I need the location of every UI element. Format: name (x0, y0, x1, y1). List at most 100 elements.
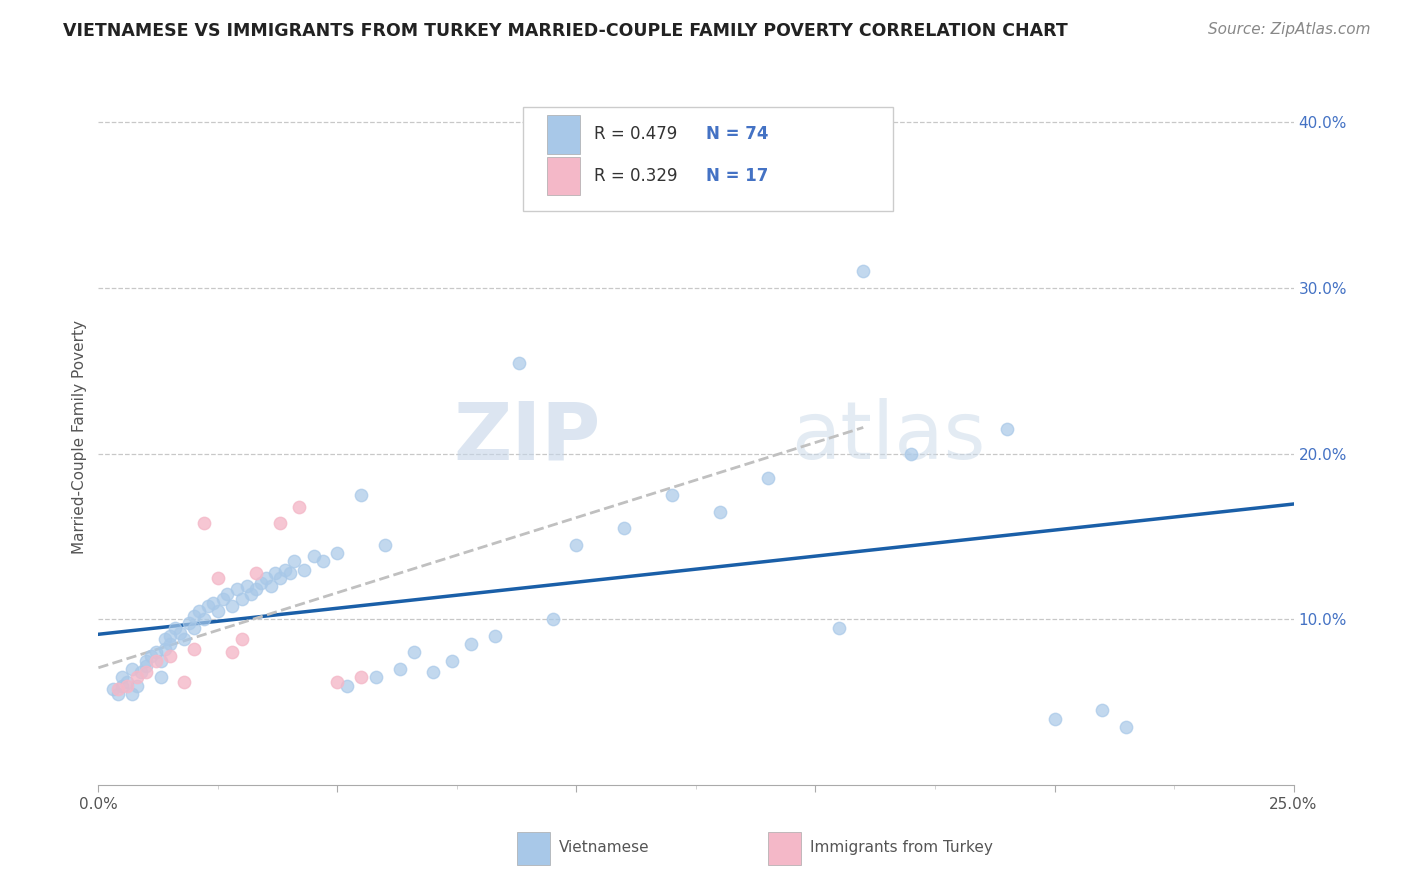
Point (125, 670, 148, 684)
Text: R = 0.479: R = 0.479 (595, 126, 678, 144)
Point (1115, 720, 1137, 734)
Point (155, 632, 177, 647)
Point (217, 587, 239, 601)
Point (460, 637, 482, 651)
Text: N = 17: N = 17 (706, 167, 768, 186)
Point (193, 612, 215, 626)
Point (484, 629, 506, 643)
Point (288, 500, 311, 514)
Text: Vietnamese: Vietnamese (558, 840, 650, 855)
Point (231, 592, 253, 607)
Point (326, 546, 349, 560)
Bar (547, 115, 581, 153)
Point (995, 422, 1018, 436)
Point (254, 571, 277, 585)
Point (852, 264, 875, 278)
Point (278, 566, 301, 580)
Point (274, 563, 297, 577)
Point (207, 604, 229, 618)
Point (207, 571, 229, 585)
Point (135, 658, 157, 673)
Point (159, 648, 181, 663)
Point (756, 471, 779, 485)
Point (374, 538, 396, 552)
Point (163, 621, 186, 635)
Text: R = 0.329: R = 0.329 (595, 167, 678, 186)
Point (111, 679, 134, 693)
Point (135, 654, 157, 668)
Point (125, 679, 148, 693)
Point (221, 645, 243, 659)
Text: VIETNAMESE VS IMMIGRANTS FROM TURKEY MARRIED-COUPLE FAMILY POVERTY CORRELATION C: VIETNAMESE VS IMMIGRANTS FROM TURKEY MAR… (63, 22, 1069, 40)
Point (145, 645, 167, 659)
Point (202, 596, 225, 610)
Point (179, 615, 201, 630)
Point (169, 625, 191, 640)
Point (149, 670, 172, 684)
Point (709, 505, 731, 519)
Point (145, 654, 167, 668)
Point (283, 554, 305, 568)
Text: ZIP: ZIP (453, 398, 600, 476)
Point (292, 563, 315, 577)
Point (173, 632, 195, 647)
Point (441, 654, 464, 668)
Text: Immigrants from Turkey: Immigrants from Turkey (810, 840, 993, 855)
Point (211, 592, 233, 607)
Point (312, 554, 335, 568)
Point (183, 621, 205, 635)
Point (364, 670, 387, 684)
Point (269, 571, 291, 585)
Point (226, 582, 249, 597)
Point (101, 681, 124, 696)
Y-axis label: Married-Couple Family Poverty: Married-Couple Family Poverty (72, 320, 87, 554)
Point (159, 637, 181, 651)
Point (661, 488, 683, 502)
Point (135, 665, 157, 680)
Point (183, 609, 205, 624)
Point (121, 662, 143, 676)
Point (193, 516, 215, 531)
Point (302, 549, 325, 564)
Point (115, 679, 138, 693)
Point (231, 632, 253, 647)
Point (250, 575, 273, 590)
Point (350, 670, 373, 684)
Point (159, 629, 181, 643)
Point (264, 566, 287, 580)
Point (828, 621, 851, 635)
Point (388, 662, 411, 676)
Point (183, 642, 205, 657)
Bar (547, 157, 581, 195)
Point (336, 679, 359, 693)
Point (350, 488, 373, 502)
Text: atlas: atlas (792, 398, 986, 476)
Point (422, 665, 444, 680)
Point (326, 675, 349, 690)
Point (402, 645, 425, 659)
Point (240, 587, 263, 601)
Bar (517, 831, 550, 865)
Point (1091, 703, 1114, 717)
Point (221, 599, 243, 613)
Point (245, 582, 267, 597)
FancyBboxPatch shape (523, 106, 893, 211)
Point (1043, 712, 1066, 726)
Point (111, 670, 134, 684)
Text: Source: ZipAtlas.com: Source: ZipAtlas.com (1208, 22, 1371, 37)
Point (565, 538, 588, 552)
Point (541, 612, 564, 626)
Point (900, 447, 922, 461)
Point (245, 566, 267, 580)
Point (139, 648, 162, 663)
Point (107, 687, 129, 701)
Point (155, 642, 177, 657)
Point (173, 675, 195, 690)
Point (269, 516, 291, 531)
Point (131, 665, 153, 680)
Point (235, 579, 257, 593)
Point (508, 355, 530, 369)
Point (149, 654, 172, 668)
Point (259, 579, 281, 593)
Point (115, 675, 138, 690)
